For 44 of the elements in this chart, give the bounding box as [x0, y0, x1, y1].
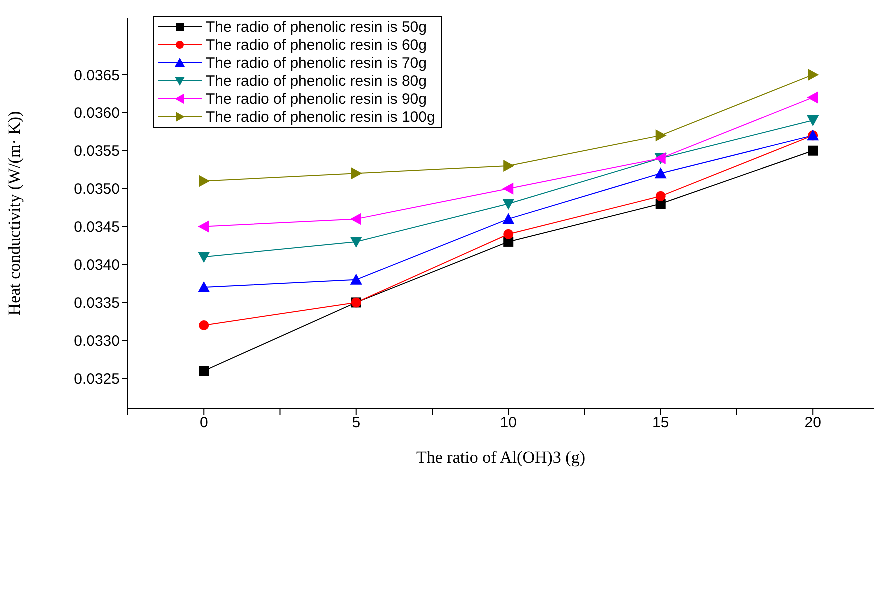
point [502, 199, 515, 210]
x-tick-label: 20 [804, 414, 822, 432]
legend-label: The radio of phenolic resin is 80g [206, 72, 427, 90]
y-tick-label: 0.0335 [74, 295, 120, 312]
y-tick-label: 0.0365 [74, 67, 120, 84]
y-tick-label: 0.0330 [74, 332, 120, 350]
point [198, 282, 210, 293]
y-tick-label: 0.0350 [74, 181, 120, 198]
point [808, 146, 818, 156]
point [198, 220, 210, 233]
point [654, 168, 667, 179]
point [656, 130, 667, 142]
y-tick-label: 0.0345 [74, 219, 120, 236]
point [807, 115, 820, 126]
point [350, 213, 362, 226]
legend-label: The radio of phenolic resin is 90g [206, 90, 427, 108]
point [199, 175, 210, 188]
point [198, 252, 210, 264]
y-tick-label: 0.0360 [74, 105, 120, 122]
point [502, 213, 515, 224]
point [350, 274, 362, 285]
legend-label: The radio of phenolic resin is 100g [206, 108, 436, 126]
point [351, 168, 362, 180]
point [656, 191, 666, 202]
x-tick-label: 0 [200, 414, 208, 432]
y-tick-label: 0.0340 [74, 257, 120, 274]
point [199, 366, 210, 376]
point [350, 236, 362, 248]
point [808, 68, 820, 81]
y-tick-label: 0.0325 [74, 370, 120, 388]
point [199, 320, 210, 330]
y-tick-label: 0.0355 [74, 143, 120, 160]
x-tick-label: 10 [500, 414, 517, 432]
legend-label: The radio of phenolic resin is 60g [206, 36, 427, 54]
x-tick-label: 15 [652, 414, 670, 432]
legend-label: The radio of phenolic resin is 70g [206, 54, 427, 72]
x-tick-label: 5 [352, 414, 361, 432]
legend-label: The radio of phenolic resin is 50g [206, 18, 427, 36]
point [807, 92, 818, 104]
y-axis-title: Heat conductivity (W/(m· K)) [5, 111, 24, 316]
point [502, 182, 514, 195]
point [504, 160, 515, 172]
x-axis-title: The ratio of Al(OH)3 (g) [416, 448, 586, 467]
point [504, 229, 514, 240]
